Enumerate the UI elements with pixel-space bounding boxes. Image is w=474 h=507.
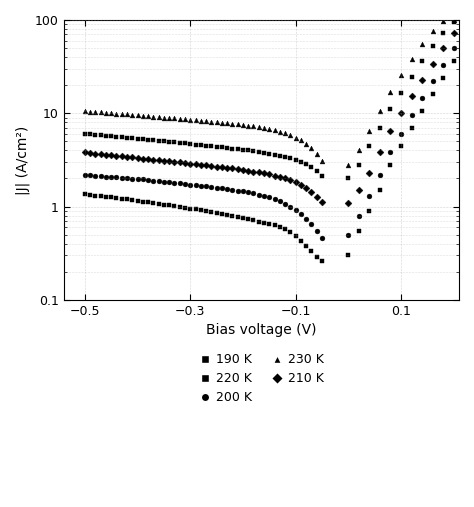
190 K	[82, 191, 88, 197]
Line: 230 K: 230 K	[82, 18, 456, 167]
190 K	[282, 226, 288, 232]
230 K	[346, 162, 351, 168]
200 K	[451, 45, 456, 51]
190 K	[209, 209, 214, 215]
200 K	[282, 201, 288, 207]
210 K	[161, 158, 167, 164]
210 K	[346, 200, 351, 206]
230 K	[98, 110, 103, 116]
Y-axis label: |J| (A/cm²): |J| (A/cm²)	[15, 125, 29, 195]
Line: 200 K: 200 K	[82, 46, 456, 240]
210 K	[282, 175, 288, 182]
210 K	[451, 30, 456, 37]
190 K	[319, 258, 325, 264]
210 K	[288, 177, 293, 184]
220 K	[161, 138, 167, 144]
200 K	[319, 235, 325, 241]
210 K	[82, 150, 88, 156]
200 K	[161, 178, 167, 185]
190 K	[98, 193, 103, 199]
210 K	[98, 151, 103, 157]
210 K	[92, 151, 98, 157]
230 K	[82, 108, 88, 114]
200 K	[288, 203, 293, 209]
200 K	[98, 173, 103, 179]
190 K	[92, 193, 98, 199]
190 K	[288, 229, 293, 235]
X-axis label: Bias voltage (V): Bias voltage (V)	[206, 323, 317, 337]
220 K	[282, 154, 288, 160]
220 K	[82, 131, 88, 137]
220 K	[346, 175, 351, 182]
Legend: 190 K, 220 K, 200 K, 230 K, 210 K: 190 K, 220 K, 200 K, 230 K, 210 K	[193, 348, 329, 410]
220 K	[98, 132, 103, 138]
230 K	[451, 17, 456, 23]
Line: 220 K: 220 K	[82, 20, 456, 181]
Line: 190 K: 190 K	[82, 59, 456, 264]
230 K	[288, 132, 293, 138]
220 K	[92, 132, 98, 138]
230 K	[282, 130, 288, 136]
230 K	[92, 109, 98, 115]
190 K	[161, 201, 167, 207]
200 K	[209, 184, 214, 190]
Line: 210 K: 210 K	[82, 31, 456, 205]
220 K	[451, 19, 456, 25]
200 K	[92, 173, 98, 179]
210 K	[209, 163, 214, 169]
230 K	[209, 119, 214, 125]
220 K	[209, 143, 214, 149]
230 K	[161, 115, 167, 121]
200 K	[82, 171, 88, 177]
190 K	[451, 58, 456, 64]
220 K	[288, 155, 293, 161]
